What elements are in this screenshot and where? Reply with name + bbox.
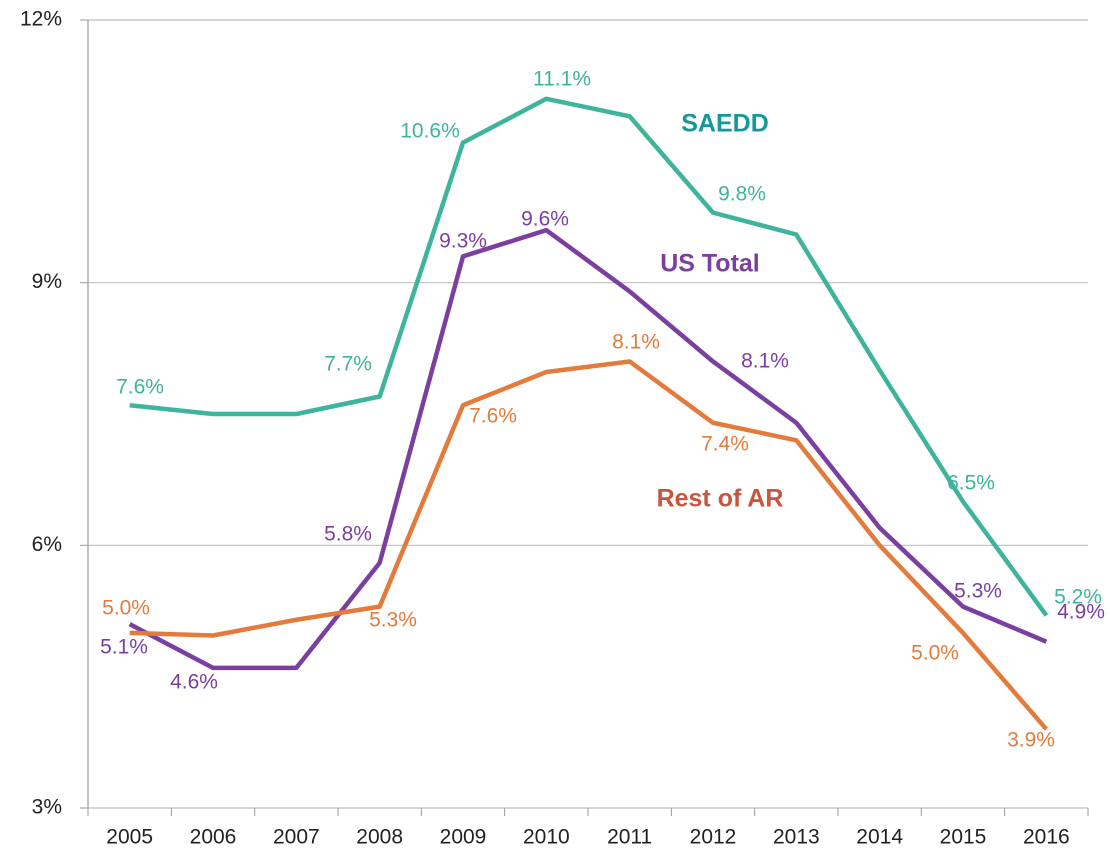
data-label: 3.9% [1007, 729, 1055, 752]
y-tick-label: 3% [32, 796, 62, 819]
data-label: 10.6% [400, 120, 460, 143]
x-tick-label: 2010 [523, 826, 570, 849]
data-label: 7.6% [469, 405, 517, 428]
data-label: 7.7% [324, 353, 372, 376]
data-label: 7.6% [116, 376, 164, 399]
data-label: 9.6% [521, 208, 569, 231]
x-tick-label: 2007 [273, 826, 320, 849]
data-label: 5.2% [1054, 586, 1102, 609]
x-tick-label: 2009 [440, 826, 487, 849]
data-label: 7.4% [701, 433, 749, 456]
data-label: 9.3% [439, 230, 487, 253]
data-label: 8.1% [612, 331, 660, 354]
data-label: 11.1% [533, 68, 591, 91]
data-label: 9.8% [718, 183, 766, 206]
data-label: 8.1% [741, 350, 789, 373]
data-label: 5.8% [324, 523, 372, 546]
y-tick-label: 12% [20, 8, 62, 31]
x-tick-label: 2014 [856, 826, 903, 849]
y-tick-label: 9% [32, 270, 62, 293]
data-label: 5.3% [954, 580, 1002, 603]
x-tick-label: 2011 [607, 826, 652, 849]
data-label: 4.9% [1057, 601, 1105, 624]
series-line [129, 96, 1049, 617]
data-label: 5.1% [100, 636, 148, 659]
x-tick-label: 2005 [106, 826, 153, 849]
data-label: 5.3% [369, 609, 417, 632]
x-tick-label: 2012 [690, 826, 737, 849]
x-tick-label: 2008 [356, 826, 403, 849]
x-tick-label: 2006 [190, 826, 237, 849]
series-name: SAEDD [681, 110, 769, 138]
x-tick-label: 2013 [773, 826, 820, 849]
x-tick-label: 2015 [940, 826, 987, 849]
data-label: 5.0% [911, 642, 959, 665]
y-tick-label: 6% [32, 533, 62, 556]
series-name: Rest of AR [657, 485, 784, 513]
series-line [129, 359, 1049, 731]
data-label: 4.6% [170, 671, 218, 694]
series-line [128, 227, 1048, 671]
series-name: US Total [660, 250, 760, 278]
data-label: 5.0% [102, 597, 150, 620]
x-tick-label: 2016 [1023, 826, 1070, 849]
data-label: 6.5% [947, 472, 995, 495]
